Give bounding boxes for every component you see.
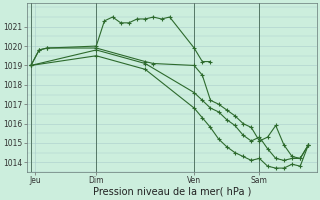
- X-axis label: Pression niveau de la mer( hPa ): Pression niveau de la mer( hPa ): [92, 187, 251, 197]
